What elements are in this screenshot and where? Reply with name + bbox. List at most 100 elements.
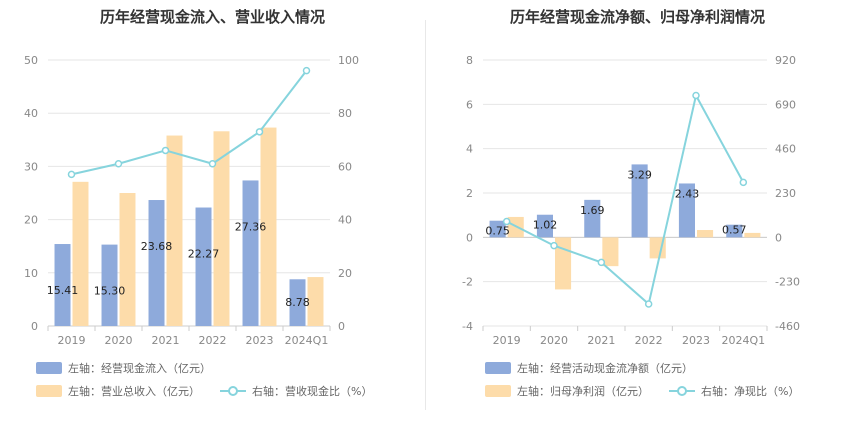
right-legend-row-1: 左轴：经营活动现金流净额（亿元） bbox=[485, 360, 713, 376]
line-point bbox=[597, 258, 606, 267]
bar-blue bbox=[242, 180, 259, 326]
y-tick-label-left: 20 bbox=[24, 214, 38, 227]
data-label: 27.36 bbox=[235, 220, 267, 233]
left-legend-row-1: 左轴：经营现金流入（亿元） bbox=[36, 360, 231, 376]
line-point bbox=[208, 159, 217, 168]
left-chart-svg: 0 10 20 30 40 50 0 20 40 60 80 100 2019 2020 2021 2022 2… bbox=[24, 54, 359, 347]
bar-blue bbox=[584, 199, 601, 238]
x-tick-label: 2019 bbox=[493, 334, 521, 347]
y-tick-label-left: -4 bbox=[462, 320, 473, 333]
x-tick-label: 2023 bbox=[246, 334, 274, 347]
bar-orange bbox=[166, 135, 183, 326]
x-tick-label: 2020 bbox=[105, 334, 133, 347]
bar-blue bbox=[195, 207, 212, 326]
legend-item-net-cash-ratio[interactable]: 右轴：净现比（%） bbox=[669, 383, 799, 399]
y-tick-label-right: -460 bbox=[775, 320, 800, 333]
bar-blue bbox=[148, 200, 165, 326]
bar-blue bbox=[726, 224, 743, 238]
y-tick-label-right: 460 bbox=[775, 143, 796, 156]
bar-blue bbox=[289, 279, 306, 326]
line-point bbox=[67, 170, 76, 179]
y-tick-label-right: 0 bbox=[338, 320, 345, 333]
legend-item-revenue[interactable]: 左轴：营业总收入（亿元） bbox=[36, 383, 200, 399]
bar-blue bbox=[631, 164, 648, 238]
bar-blue bbox=[101, 244, 118, 326]
line-point bbox=[550, 241, 558, 250]
y-tick-label-right: 0 bbox=[775, 231, 782, 244]
y-tick-label-left: 4 bbox=[466, 143, 473, 156]
line-point bbox=[739, 178, 748, 187]
bar-orange bbox=[213, 131, 230, 326]
bar-orange bbox=[697, 230, 714, 238]
legend-swatch-blue bbox=[485, 362, 511, 374]
series-line bbox=[71, 70, 308, 176]
legend-label: 右轴：净现比（%） bbox=[701, 385, 800, 398]
y-tick-label-left: 40 bbox=[24, 107, 38, 120]
data-label: 15.41 bbox=[47, 284, 79, 297]
series-line bbox=[506, 92, 745, 306]
bar-orange bbox=[72, 181, 89, 326]
y-tick-label-left: 2 bbox=[466, 187, 473, 200]
data-label: 22.27 bbox=[188, 248, 220, 261]
legend-swatch-orange bbox=[485, 385, 511, 397]
y-tick-label-right: 920 bbox=[775, 54, 796, 67]
y-tick-label-right: 690 bbox=[775, 98, 796, 111]
y-tick-label-right: 230 bbox=[775, 187, 796, 200]
left-legend-row-2: 左轴：营业总收入（亿元） 右轴：营收现金比（%） bbox=[36, 383, 392, 399]
y-tick-label-left: 8 bbox=[466, 54, 473, 67]
legend-swatch-orange bbox=[36, 385, 62, 397]
data-label: 3.29 bbox=[627, 168, 652, 181]
data-label: 23.68 bbox=[141, 240, 173, 253]
bar-blue bbox=[54, 244, 71, 326]
y-tick-label-right: 40 bbox=[338, 214, 352, 227]
y-tick-label-left: 0 bbox=[31, 320, 38, 333]
legend-item-cash-inflow[interactable]: 左轴：经营现金流入（亿元） bbox=[36, 360, 211, 376]
bar-orange bbox=[119, 193, 136, 326]
bar-orange bbox=[260, 127, 277, 327]
x-tick-label: 2023 bbox=[682, 334, 710, 347]
bar-orange bbox=[307, 277, 324, 326]
left-chart-title: 历年经营现金流入、营业收入情况 bbox=[99, 8, 325, 26]
legend-label: 左轴：经营现金流入（亿元） bbox=[68, 362, 211, 375]
legend-item-cash-ratio[interactable]: 右轴：营收现金比（%） bbox=[220, 383, 372, 399]
y-tick-label-right: 20 bbox=[338, 267, 352, 280]
y-tick-label-left: 30 bbox=[24, 160, 38, 173]
bar-blue bbox=[678, 183, 695, 238]
y-tick-label-left: -2 bbox=[462, 276, 473, 289]
legend-swatch-blue bbox=[36, 362, 62, 374]
legend-swatch-line bbox=[669, 385, 695, 397]
data-label: 0.75 bbox=[485, 225, 510, 238]
data-label: 1.69 bbox=[580, 204, 605, 217]
legend-item-net-cash-flow[interactable]: 左轴：经营活动现金流净额（亿元） bbox=[485, 360, 693, 376]
data-label: 0.57 bbox=[722, 223, 747, 236]
right-chart-panel: 历年经营现金流净额、归母净利润情况 -4 -2 0 2 4 6 8 -460 -230 0 230 4… bbox=[425, 0, 850, 437]
legend-label: 左轴：经营活动现金流净额（亿元） bbox=[517, 362, 693, 375]
data-label: 15.30 bbox=[94, 285, 126, 298]
right-legend-row-2: 左轴：归母净利润（亿元） 右轴：净现比（%） bbox=[485, 383, 819, 399]
panel-divider bbox=[425, 20, 426, 410]
y-tick-label-left: 10 bbox=[24, 267, 38, 280]
data-label: 2.43 bbox=[675, 187, 700, 200]
y-tick-label-right: -230 bbox=[775, 276, 800, 289]
line-point bbox=[692, 91, 700, 100]
bar-blue bbox=[536, 214, 553, 238]
line-point bbox=[114, 159, 123, 168]
line-point bbox=[255, 128, 264, 136]
right-chart-svg: -4 -2 0 2 4 6 8 -460 -230 0 230 460 690 920 2019 2020 20… bbox=[462, 54, 800, 347]
y-tick-label-right: 80 bbox=[338, 107, 352, 120]
x-tick-label: 2021 bbox=[587, 334, 615, 347]
x-tick-label: 2021 bbox=[152, 334, 180, 347]
legend-label: 左轴：归母净利润（亿元） bbox=[517, 385, 649, 398]
y-tick-label-left: 0 bbox=[466, 231, 473, 244]
legend-label: 右轴：营收现金比（%） bbox=[252, 385, 373, 398]
legend-item-net-profit[interactable]: 左轴：归母净利润（亿元） bbox=[485, 383, 649, 399]
bar-orange bbox=[744, 232, 761, 238]
x-tick-label: 2024Q1 bbox=[285, 334, 329, 347]
y-tick-label-right: 60 bbox=[338, 160, 352, 173]
line-point bbox=[502, 217, 511, 226]
line-point bbox=[161, 146, 170, 155]
x-tick-label: 2022 bbox=[199, 334, 227, 347]
data-label: 1.02 bbox=[533, 219, 558, 232]
right-chart-title: 历年经营现金流净额、归母净利润情况 bbox=[509, 8, 765, 26]
legend-swatch-line bbox=[220, 385, 246, 397]
